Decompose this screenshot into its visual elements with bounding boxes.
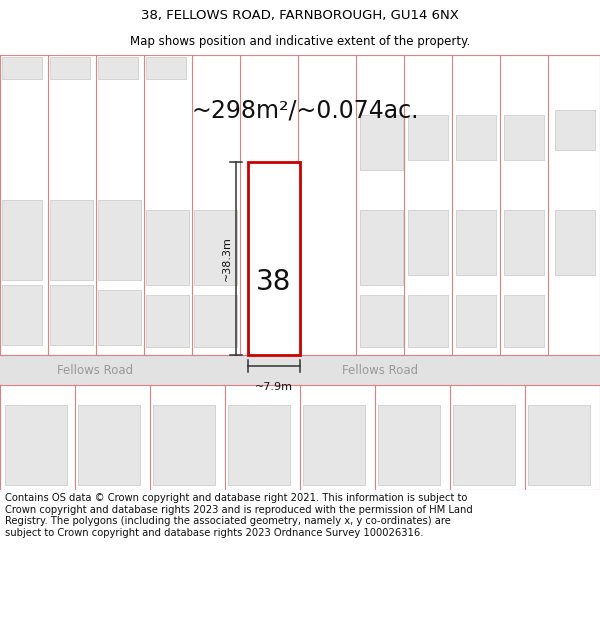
Bar bbox=[360, 210, 403, 285]
Bar bbox=[153, 405, 215, 485]
Bar bbox=[146, 57, 186, 79]
Text: 38, FELLOWS ROAD, FARNBOROUGH, GU14 6NX: 38, FELLOWS ROAD, FARNBOROUGH, GU14 6NX bbox=[141, 9, 459, 22]
Bar bbox=[456, 210, 496, 275]
Bar bbox=[555, 110, 595, 150]
Bar bbox=[504, 210, 544, 275]
Bar bbox=[378, 500, 418, 540]
Text: ~38.3m: ~38.3m bbox=[222, 236, 232, 281]
Bar bbox=[456, 295, 496, 347]
Bar bbox=[228, 500, 290, 555]
Bar bbox=[146, 210, 189, 285]
Bar bbox=[555, 210, 595, 275]
Bar bbox=[78, 500, 140, 555]
Text: Contains OS data © Crown copyright and database right 2021. This information is : Contains OS data © Crown copyright and d… bbox=[5, 493, 473, 538]
Bar bbox=[504, 295, 544, 347]
Text: ~298m²/~0.074ac.: ~298m²/~0.074ac. bbox=[191, 98, 419, 122]
Bar bbox=[456, 115, 496, 160]
Bar bbox=[98, 200, 141, 280]
Text: Map shows position and indicative extent of the property.: Map shows position and indicative extent… bbox=[130, 35, 470, 48]
Bar bbox=[194, 210, 237, 285]
Bar bbox=[153, 500, 215, 555]
Bar bbox=[408, 295, 448, 347]
Bar bbox=[2, 285, 42, 345]
Bar bbox=[2, 200, 42, 280]
Bar bbox=[360, 295, 403, 347]
Bar bbox=[50, 57, 90, 79]
Bar bbox=[303, 405, 365, 485]
Bar bbox=[98, 290, 141, 345]
Text: Fellows Road: Fellows Road bbox=[342, 364, 418, 376]
Bar bbox=[378, 405, 440, 485]
Bar bbox=[228, 405, 290, 485]
Bar bbox=[98, 57, 138, 79]
Bar bbox=[5, 405, 67, 485]
Bar bbox=[0, 355, 600, 385]
Text: Fellows Road: Fellows Road bbox=[57, 364, 133, 376]
Bar bbox=[408, 115, 448, 160]
Bar bbox=[528, 405, 590, 485]
Bar bbox=[2, 57, 42, 79]
Bar bbox=[303, 500, 365, 555]
Bar bbox=[50, 285, 93, 345]
Bar bbox=[194, 295, 237, 347]
Text: 38: 38 bbox=[256, 268, 292, 296]
Bar bbox=[360, 115, 403, 170]
Bar bbox=[78, 405, 140, 485]
Bar bbox=[504, 115, 544, 160]
Bar bbox=[453, 405, 515, 485]
Bar bbox=[248, 162, 300, 355]
Bar bbox=[50, 200, 93, 280]
Bar bbox=[146, 295, 189, 347]
Bar bbox=[5, 500, 67, 555]
Text: ~7.9m: ~7.9m bbox=[255, 381, 293, 391]
Bar bbox=[408, 210, 448, 275]
